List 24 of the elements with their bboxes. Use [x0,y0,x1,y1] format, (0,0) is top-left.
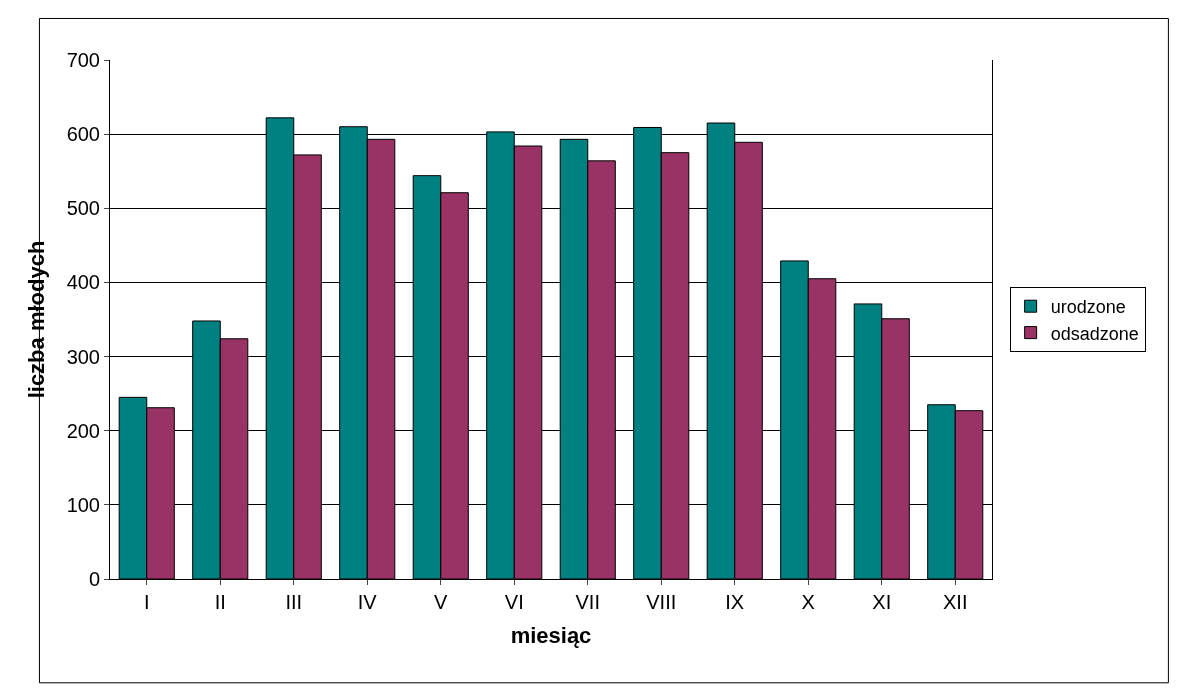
y-tick-label: 200 [66,419,100,442]
legend-label: odsadzone [1050,323,1139,344]
y-tick-label: 400 [66,271,100,294]
x-tick-label: X [801,591,815,613]
y-tick-label: 0 [88,568,100,590]
x-axis-title: miesiąc [510,622,592,648]
x-tick-label: II [214,591,226,613]
y-tick-label: 300 [66,345,100,368]
x-tick-label: IX [725,591,745,613]
x-tick-label: XI [872,591,892,613]
x-tick-label: VIII [646,591,677,613]
y-tick-label: 600 [66,123,100,146]
y-axis-title: liczba młodych [24,240,50,399]
x-tick-label: V [434,591,449,613]
x-tick-label: VI [504,591,524,613]
x-tick-label: XII [943,591,968,613]
x-tick-label: I [143,591,150,613]
y-tick-label: 700 [66,49,100,71]
y-tick-label: 500 [66,197,100,220]
x-tick-label: III [285,591,303,613]
x-tick-label: VII [575,591,600,613]
x-tick-label: IV [357,591,378,613]
legend-label: urodzone [1050,297,1126,318]
y-tick-label: 100 [66,493,100,516]
